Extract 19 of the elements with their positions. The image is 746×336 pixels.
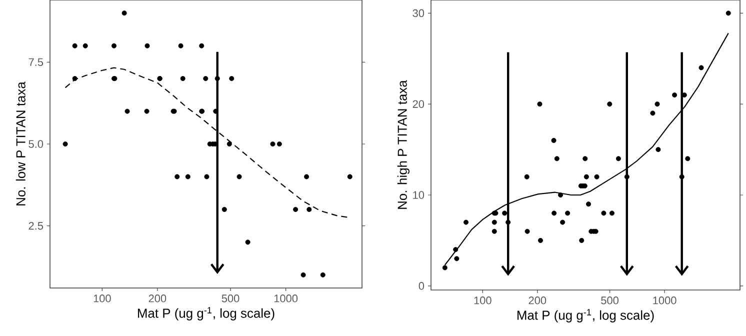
y-axis-title: No. low P TITAN taxa — [16, 82, 26, 206]
y-tick-label: 30 — [412, 9, 424, 18]
x-tick-label: 100 — [94, 294, 111, 302]
y-tick-label: 2.5 — [28, 222, 44, 230]
x-axis-title: Mat P (ug g$^{-1}$, log scale) — [138, 307, 274, 320]
y-tick-label: 10 — [413, 191, 424, 199]
x-tick-label: 100 — [474, 296, 492, 304]
y-axis-title: No. high P TITAN taxa — [397, 80, 410, 209]
x-tick-label: 500 — [222, 294, 240, 302]
x-tick-label: 500 — [601, 296, 618, 304]
x-tick-label: 1000 — [274, 294, 298, 302]
y-tick-label: 5.0 — [28, 140, 44, 148]
x-tick-label: 200 — [528, 296, 546, 304]
y-tick-label: 7.5 — [28, 58, 44, 66]
y-tick-label: 20 — [412, 100, 424, 108]
x-tick-label: 200 — [148, 294, 166, 302]
x-axis-title: Mat P (ug g$^{-1}$, log scale) — [518, 309, 654, 322]
y-tick-label: 0 — [418, 282, 424, 290]
x-tick-label: 1000 — [653, 296, 676, 304]
